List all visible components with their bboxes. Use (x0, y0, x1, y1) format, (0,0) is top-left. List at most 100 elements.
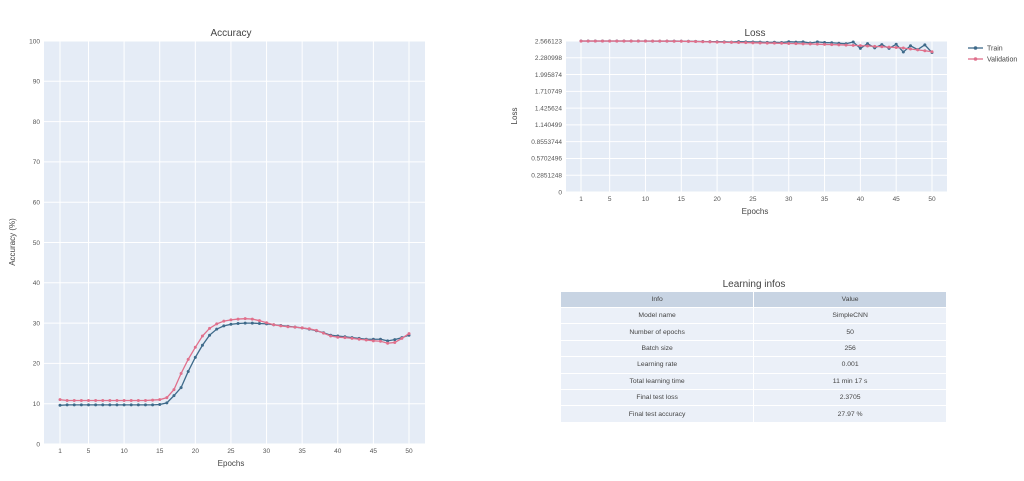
data-point-train[interactable] (208, 333, 212, 337)
data-point-validation[interactable] (58, 398, 62, 402)
data-point-train[interactable] (86, 403, 90, 407)
data-point-validation[interactable] (744, 41, 748, 45)
data-point-validation[interactable] (200, 334, 204, 338)
data-point-validation[interactable] (279, 324, 283, 328)
data-point-validation[interactable] (407, 332, 411, 336)
data-point-validation[interactable] (909, 47, 913, 51)
data-point-validation[interactable] (250, 317, 254, 321)
data-point-validation[interactable] (208, 326, 212, 330)
data-point-validation[interactable] (122, 398, 126, 402)
data-point-validation[interactable] (229, 318, 233, 322)
data-point-train[interactable] (101, 403, 105, 407)
data-point-validation[interactable] (293, 325, 297, 329)
data-point-validation[interactable] (186, 357, 190, 361)
data-point-validation[interactable] (837, 43, 841, 47)
data-point-validation[interactable] (780, 41, 784, 45)
data-point-validation[interactable] (694, 40, 698, 44)
data-point-validation[interactable] (329, 334, 333, 338)
data-point-train[interactable] (172, 394, 176, 398)
data-point-train[interactable] (79, 403, 83, 407)
data-point-validation[interactable] (772, 41, 776, 45)
data-point-validation[interactable] (658, 39, 662, 43)
data-point-train[interactable] (94, 403, 98, 407)
data-point-validation[interactable] (151, 398, 155, 402)
data-point-validation[interactable] (880, 45, 884, 49)
data-point-validation[interactable] (314, 328, 318, 332)
data-point-validation[interactable] (701, 40, 705, 44)
data-point-validation[interactable] (364, 338, 368, 342)
data-point-train[interactable] (229, 322, 233, 326)
data-point-train[interactable] (158, 403, 162, 407)
data-point-validation[interactable] (916, 48, 920, 52)
data-point-validation[interactable] (593, 39, 597, 43)
data-point-validation[interactable] (322, 331, 326, 335)
data-point-validation[interactable] (257, 319, 261, 323)
data-point-train[interactable] (236, 322, 240, 326)
data-point-train[interactable] (151, 403, 155, 407)
data-point-validation[interactable] (643, 39, 647, 43)
data-point-validation[interactable] (851, 43, 855, 47)
data-point-train[interactable] (136, 403, 140, 407)
data-point-validation[interactable] (679, 39, 683, 43)
data-point-train[interactable] (880, 43, 884, 47)
data-point-train[interactable] (909, 44, 913, 48)
data-point-validation[interactable] (300, 326, 304, 330)
data-point-validation[interactable] (286, 325, 290, 329)
data-point-validation[interactable] (158, 398, 162, 402)
data-point-train[interactable] (179, 386, 183, 390)
data-point-train[interactable] (894, 42, 898, 46)
data-point-validation[interactable] (873, 44, 877, 48)
data-point-validation[interactable] (830, 43, 834, 47)
data-point-train[interactable] (243, 321, 247, 325)
data-point-train[interactable] (186, 369, 190, 373)
data-point-validation[interactable] (350, 336, 354, 340)
data-point-validation[interactable] (215, 322, 219, 326)
data-point-train[interactable] (129, 403, 133, 407)
data-point-validation[interactable] (794, 42, 798, 46)
data-point-validation[interactable] (787, 41, 791, 45)
data-point-validation[interactable] (930, 50, 934, 54)
data-point-validation[interactable] (101, 398, 105, 402)
data-point-validation[interactable] (722, 40, 726, 44)
data-point-validation[interactable] (236, 317, 240, 321)
data-point-validation[interactable] (815, 42, 819, 46)
data-point-validation[interactable] (386, 341, 390, 345)
data-point-validation[interactable] (765, 41, 769, 45)
data-point-validation[interactable] (379, 339, 383, 343)
data-point-train[interactable] (65, 403, 69, 407)
data-point-validation[interactable] (672, 39, 676, 43)
data-point-train[interactable] (393, 338, 397, 342)
data-point-validation[interactable] (179, 371, 183, 375)
data-point-validation[interactable] (400, 336, 404, 340)
data-point-validation[interactable] (165, 396, 169, 400)
data-point-validation[interactable] (586, 39, 590, 43)
data-point-validation[interactable] (108, 398, 112, 402)
legend-item-validation[interactable]: Validation (968, 57, 1017, 64)
data-point-train[interactable] (257, 322, 261, 326)
data-point-validation[interactable] (357, 337, 361, 341)
data-point-train[interactable] (122, 403, 126, 407)
data-point-train[interactable] (250, 321, 254, 325)
data-point-validation[interactable] (172, 388, 176, 392)
data-point-validation[interactable] (737, 41, 741, 45)
data-point-validation[interactable] (751, 41, 755, 45)
data-point-train[interactable] (58, 403, 62, 407)
data-point-validation[interactable] (193, 345, 197, 349)
data-point-validation[interactable] (86, 398, 90, 402)
legend-item-train[interactable]: Train (968, 46, 1003, 53)
data-point-train[interactable] (901, 50, 905, 54)
data-point-train[interactable] (923, 43, 927, 47)
data-point-validation[interactable] (94, 398, 98, 402)
data-point-validation[interactable] (858, 44, 862, 48)
data-point-train[interactable] (222, 324, 226, 328)
data-point-validation[interactable] (665, 39, 669, 43)
data-point-train[interactable] (866, 42, 870, 46)
data-point-validation[interactable] (686, 39, 690, 43)
data-point-train[interactable] (72, 403, 76, 407)
data-point-validation[interactable] (272, 323, 276, 327)
data-point-validation[interactable] (265, 321, 269, 325)
data-point-validation[interactable] (72, 398, 76, 402)
data-point-train[interactable] (200, 343, 204, 347)
data-point-validation[interactable] (143, 398, 147, 402)
data-point-validation[interactable] (608, 39, 612, 43)
